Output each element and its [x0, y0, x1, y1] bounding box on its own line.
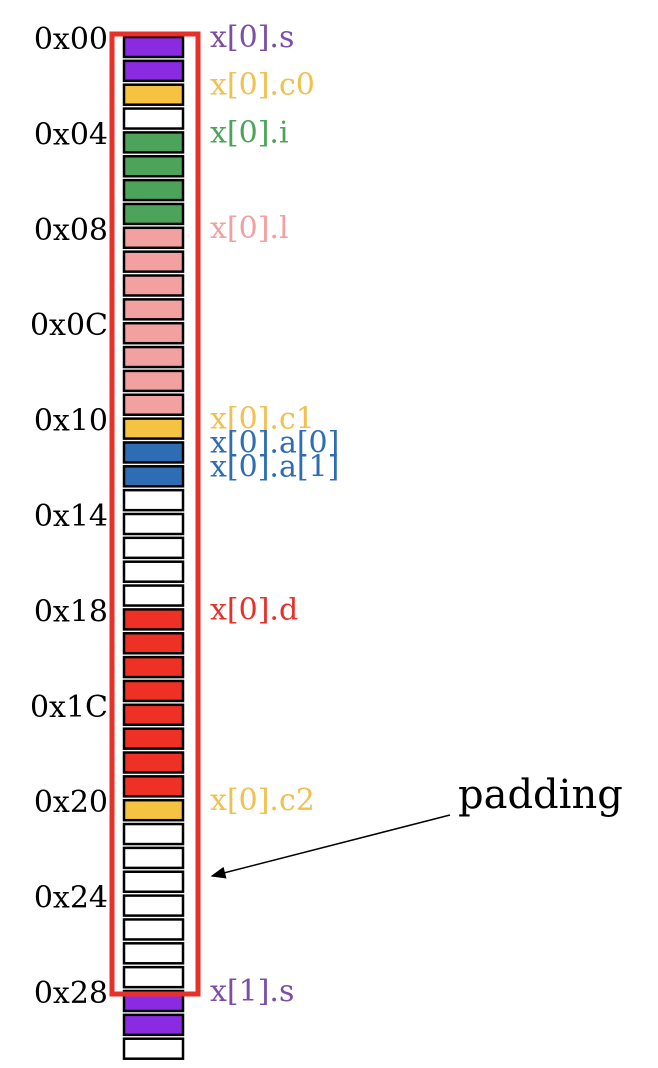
byte-cell-long [122, 345, 185, 369]
byte-cell-padding [122, 536, 185, 560]
address-label: 0x20 [34, 785, 108, 820]
field-label: x[0].s [210, 20, 294, 55]
byte-cell-array [122, 441, 185, 464]
byte-cell-column [122, 35, 185, 1060]
field-label: x[0].i [210, 115, 289, 150]
byte-cell-padding [122, 107, 185, 130]
byte-cell-double [122, 703, 185, 727]
field-labels: x[0].s x[0].c0 x[0].i x[0].l x[0].c1x[0].a[0… [210, 20, 339, 1009]
byte-cell-padding [122, 512, 185, 536]
address-label: 0x14 [34, 499, 108, 534]
field-label: x[0].d [210, 592, 298, 627]
byte-cell-padding [122, 584, 185, 607]
address-label: 0x04 [34, 117, 108, 152]
address-label: 0x10 [34, 404, 108, 439]
byte-cell-padding [122, 965, 185, 989]
padding-annotation-arrow [210, 814, 451, 879]
byte-cell-long [122, 226, 185, 250]
byte-cell-long [122, 321, 185, 345]
address-label: 0x18 [34, 594, 108, 629]
padding-annotation-label: padding [458, 772, 623, 818]
byte-cell-long [122, 393, 185, 416]
byte-cell-char [122, 83, 185, 106]
byte-cell-int [122, 155, 185, 178]
byte-cell-short [122, 59, 185, 83]
byte-cell-double [122, 608, 185, 631]
field-label: x[1].s [210, 974, 294, 1009]
byte-cell-padding [122, 942, 185, 965]
address-label: 0x08 [34, 213, 108, 248]
byte-cell-padding [122, 488, 185, 512]
address-labels: 0x00 0x04 0x08 0x0C 0x10 0x14 0x18 0x1C 0x20 0x24… [30, 22, 108, 1011]
struct-boundary-outline [109, 31, 201, 997]
byte-cell-padding [122, 560, 185, 583]
byte-cell-char [122, 798, 185, 822]
byte-cell-double [122, 727, 185, 750]
byte-cell-int [122, 131, 185, 154]
address-label: 0x1C [30, 690, 108, 725]
address-label: 0x0C [30, 308, 108, 343]
address-label: 0x24 [34, 881, 108, 916]
byte-cell-int [122, 178, 185, 202]
byte-cell-double [122, 655, 185, 679]
byte-cell-long [122, 274, 185, 297]
field-label: x[0].a[1] [210, 449, 339, 484]
byte-cell-long [122, 369, 185, 393]
byte-cell-short [122, 35, 185, 59]
address-label: 0x28 [34, 976, 108, 1011]
byte-cell-padding [122, 918, 185, 941]
address-label: 0x00 [34, 22, 108, 57]
byte-cell-int [122, 202, 185, 226]
byte-cell-double [122, 632, 185, 655]
byte-cell-double [122, 775, 185, 798]
byte-cell-padding [122, 1037, 185, 1060]
field-label: x[0].c0 [210, 68, 315, 103]
field-label: x[0].c2 [210, 783, 315, 818]
field-label: x[0].c1 [210, 402, 315, 437]
byte-cell-short [122, 1013, 185, 1037]
byte-cell-long [122, 250, 185, 273]
byte-cell-padding [122, 894, 185, 917]
byte-cell-double [122, 679, 185, 703]
byte-cell-padding [122, 822, 185, 846]
field-label: x[0].l [210, 211, 289, 246]
byte-cell-long [122, 298, 185, 321]
byte-cell-padding [122, 870, 185, 893]
byte-cell-char [122, 417, 185, 440]
field-label: x[0].a[0] [210, 425, 339, 460]
byte-cell-double [122, 751, 185, 774]
byte-cell-array [122, 465, 185, 488]
byte-cell-padding [122, 846, 185, 870]
